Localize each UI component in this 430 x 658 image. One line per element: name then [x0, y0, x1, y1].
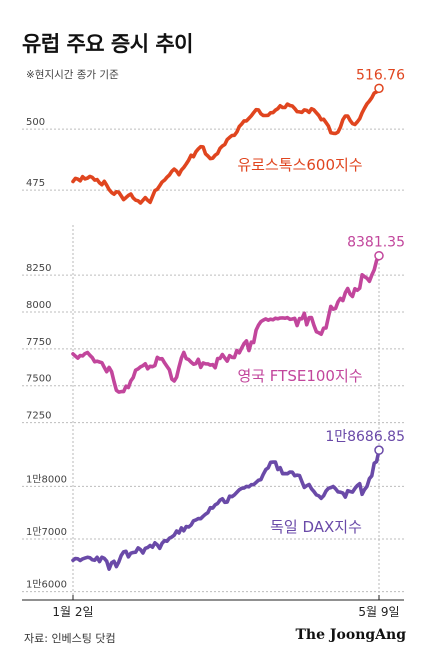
last-point-marker: [374, 83, 384, 94]
x-tick-label-last: 5월 9일: [358, 605, 399, 619]
series-line: [71, 253, 381, 394]
y-tick-label: 500: [26, 117, 45, 128]
chart-title: 유럽 주요 증시 추이: [22, 32, 194, 56]
last-point-marker: [374, 250, 384, 261]
series-name-label: 유로스톡스600지수: [237, 156, 362, 174]
x-tick-label-first: 1월 2일: [52, 605, 93, 619]
chart-subtitle: ※현지시간 종가 기준: [26, 69, 119, 81]
series-line: [71, 86, 381, 205]
series-name-label: 영국 FTSE100지수: [237, 367, 362, 385]
last-value-label: 1만8686.85: [325, 429, 405, 445]
y-tick-label: 7750: [26, 337, 51, 348]
y-tick-label: 7250: [26, 411, 51, 422]
y-tick-label: 7500: [26, 374, 51, 385]
y-tick-label: 8000: [26, 300, 51, 311]
y-tick-label: 1만6000: [26, 579, 67, 591]
y-tick-label: 1만7000: [26, 526, 67, 538]
last-value-label: 8381.35: [347, 235, 405, 251]
last-point-marker: [374, 445, 384, 455]
source-note: 자료: 인베스팅 닷컴: [24, 632, 116, 645]
series-name-label: 독일 DAX지수: [270, 518, 362, 536]
y-tick-label: 1만8000: [26, 473, 67, 485]
last-value-label: 516.76: [356, 67, 405, 83]
brand-logo: The JoongAng: [295, 627, 406, 643]
y-tick-label: 475: [26, 178, 45, 189]
y-tick-label: 8250: [26, 263, 51, 274]
series-line: [71, 448, 381, 571]
